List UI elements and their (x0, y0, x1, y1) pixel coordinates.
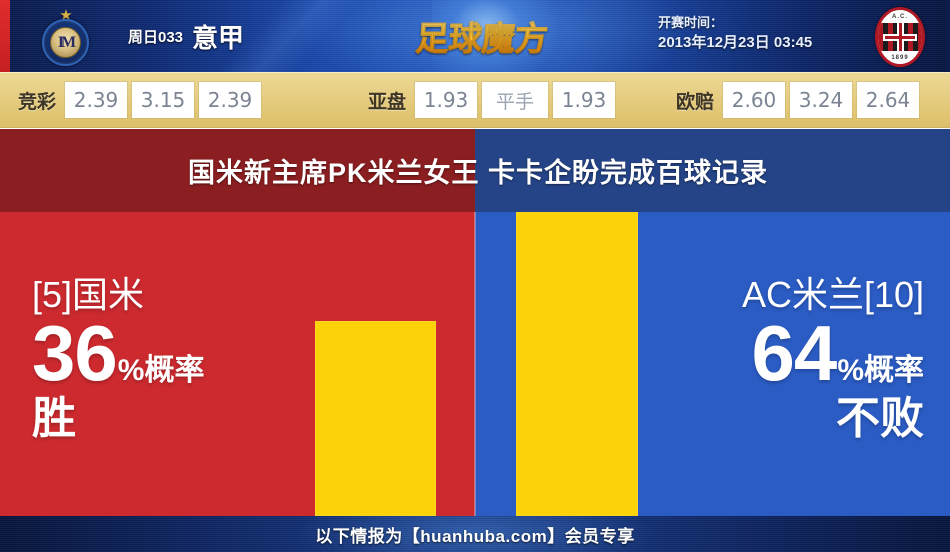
badge-outer-ring: IM (42, 19, 89, 66)
panel-divider (472, 212, 478, 516)
odds-cell-handicap[interactable]: 平手 (482, 82, 549, 118)
header-right-edge (946, 0, 950, 72)
odds-group-label: 竞彩 (18, 91, 57, 113)
odds-cell-draw[interactable]: 3.15 (132, 82, 195, 118)
odds-cell-home[interactable]: 2.60 (723, 82, 786, 118)
badge-monogram: IM (57, 33, 76, 51)
headline-band-right (475, 129, 950, 212)
league-name: 意甲 (192, 22, 245, 53)
header-left-red-edge (0, 0, 10, 72)
bar-home (315, 321, 436, 516)
logo-text: 足球魔方 (414, 12, 550, 60)
milan-shield: A.C. 1899 (875, 7, 925, 67)
kickoff-label: 开赛时间： (658, 15, 724, 30)
away-probability-value: 64 (751, 309, 838, 397)
site-logo[interactable]: 足球魔方 (398, 0, 566, 72)
away-stat-block: AC米兰[10] 64 %概率 不败 (624, 274, 924, 445)
match-number: 周日033 (128, 28, 184, 46)
odds-cell-away[interactable]: 2.39 (199, 82, 262, 118)
home-probability-unit: %概率 (117, 354, 205, 387)
odds-cell-away[interactable]: 2.64 (857, 82, 920, 118)
home-probability-value: 36 (32, 309, 118, 397)
kickoff-value: 2013年12月23日 03:45 (658, 34, 813, 51)
footer-bar: 以下情报为【huanhuba.com】会员专享 (0, 516, 950, 552)
header-bar: ★ IM 周日033 意甲 足球魔方 开赛时间： 2013年12月23日 03:… (0, 0, 950, 72)
odds-group-european: 欧赔 2.60 3.24 2.64 (676, 82, 924, 118)
odds-group-label: 亚盘 (368, 91, 407, 113)
probability-chart: [5]国米 36 %概率 胜 AC米兰[10] 64 %概率 不败 (0, 212, 950, 516)
match-label: 周日033 意甲 (128, 14, 244, 58)
footer-text: 以下情报为【huanhuba.com】会员专享 (315, 526, 635, 546)
home-probability-row: 36 %概率 (32, 309, 292, 397)
home-team-name: [5]国米 (32, 274, 145, 315)
headline-text: 国米新主席PK米兰女王 卡卡企盼完成百球记录 (187, 158, 768, 188)
milan-badge-bottom-text: 1899 (878, 51, 922, 64)
odds-cell-home[interactable]: 2.39 (65, 82, 128, 118)
away-probability-unit: %概率 (837, 354, 924, 387)
ac-milan-badge-icon: A.C. 1899 (875, 7, 925, 67)
home-outcome-label: 胜 (32, 394, 76, 443)
inter-milan-badge-icon: ★ IM (38, 8, 94, 66)
milan-cross-horizontal-inner (885, 35, 915, 39)
away-team-name: AC米兰[10] (741, 274, 924, 315)
odds-cell-away[interactable]: 1.93 (553, 82, 616, 118)
home-stat-block: [5]国米 36 %概率 胜 (32, 274, 292, 445)
odds-bar: 竞彩 2.39 3.15 2.39 亚盘 1.93 平手 1.93 欧赔 2.6… (0, 72, 950, 128)
odds-cell-draw[interactable]: 3.24 (790, 82, 853, 118)
kickoff-time: 开赛时间： 2013年12月23日 03:45 (658, 13, 858, 53)
away-outcome-label: 不败 (836, 394, 924, 443)
odds-group-label: 欧赔 (676, 91, 715, 113)
away-probability-row: 64 %概率 (624, 309, 924, 397)
odds-group-jingcai: 竞彩 2.39 3.15 2.39 (18, 82, 266, 118)
odds-cell-home[interactable]: 1.93 (415, 82, 478, 118)
headline-band: 国米新主席PK米兰女王 卡卡企盼完成百球记录 (0, 129, 950, 212)
odds-group-asian: 亚盘 1.93 平手 1.93 (368, 82, 620, 118)
bar-away (516, 212, 638, 516)
badge-inner-ring: IM (50, 27, 81, 58)
milan-badge-top-text: A.C. (878, 10, 922, 23)
headline-band-left (0, 129, 475, 212)
